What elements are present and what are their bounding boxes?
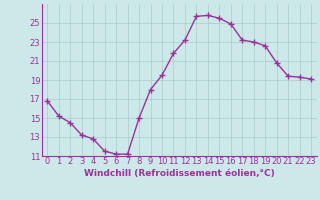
- X-axis label: Windchill (Refroidissement éolien,°C): Windchill (Refroidissement éolien,°C): [84, 169, 275, 178]
